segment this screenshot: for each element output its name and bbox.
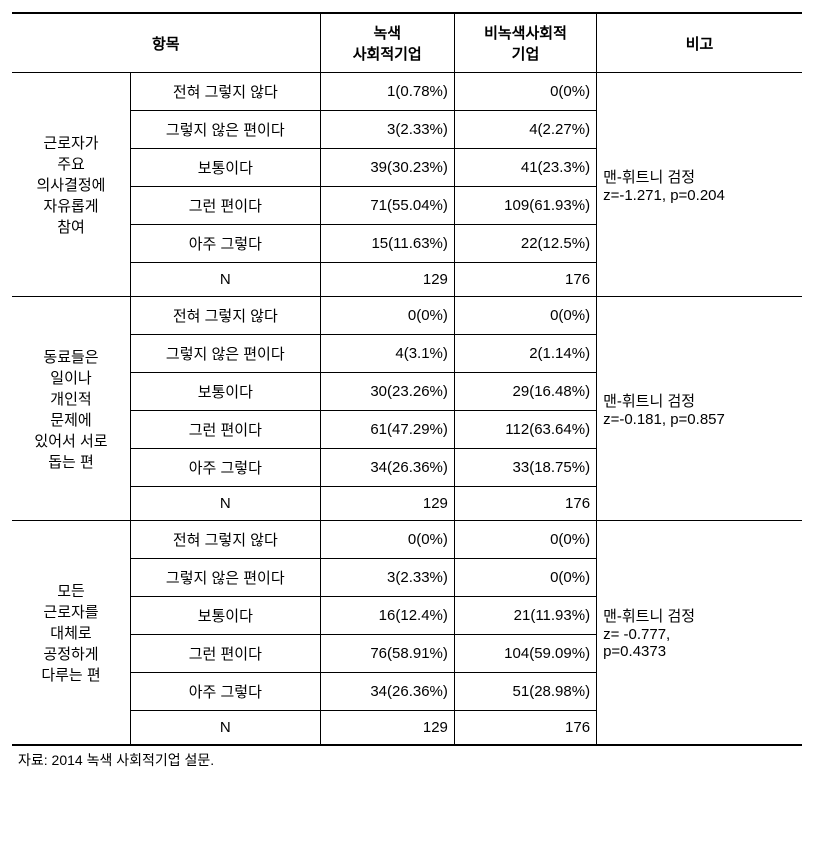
s2nn: 176 [454, 711, 596, 746]
opt1b: 전혀 그렇지 않다 [131, 297, 321, 335]
s1r3g: 30(23.26%) [320, 373, 454, 411]
opt2: 그렇지 않은 편이다 [131, 111, 321, 149]
hdr-nongreen: 비녹색사회적 기업 [454, 13, 596, 73]
s0r5n: 22(12.5%) [454, 225, 596, 263]
s1r1n: 0(0%) [454, 297, 596, 335]
optN: N [131, 263, 321, 297]
s0r5g: 15(11.63%) [320, 225, 454, 263]
s2ng: 129 [320, 711, 454, 746]
opt4: 그런 편이다 [131, 187, 321, 225]
s1r5n: 33(18.75%) [454, 449, 596, 487]
cat-1: 동료들은 일이나 개인적 문제에 있어서 서로 돕는 편 [12, 297, 131, 521]
opt3b: 보통이다 [131, 373, 321, 411]
footnote: 자료: 2014 녹색 사회적기업 설문. [12, 750, 802, 770]
s0r2g: 3(2.33%) [320, 111, 454, 149]
survey-table: 항목 녹색 사회적기업 비녹색사회적 기업 비고 근로자가 주요 의사결정에 자… [12, 12, 802, 746]
s1r1g: 0(0%) [320, 297, 454, 335]
opt5b: 아주 그렇다 [131, 449, 321, 487]
s2r1g: 0(0%) [320, 521, 454, 559]
s0r2n: 4(2.27%) [454, 111, 596, 149]
opt4c: 그런 편이다 [131, 635, 321, 673]
s0r1n: 0(0%) [454, 73, 596, 111]
note-2: 맨-휘트니 검정 z= -0.777, p=0.4373 [597, 521, 802, 746]
opt5c: 아주 그렇다 [131, 673, 321, 711]
optNb: N [131, 487, 321, 521]
s1ng: 129 [320, 487, 454, 521]
opt2c: 그렇지 않은 편이다 [131, 559, 321, 597]
s2r3g: 16(12.4%) [320, 597, 454, 635]
s2r2n: 0(0%) [454, 559, 596, 597]
s2r1n: 0(0%) [454, 521, 596, 559]
s2r4g: 76(58.91%) [320, 635, 454, 673]
s1r2n: 2(1.14%) [454, 335, 596, 373]
note-0: 맨-휘트니 검정 z=-1.271, p=0.204 [597, 73, 802, 297]
s1r4n: 112(63.64%) [454, 411, 596, 449]
hdr-note: 비고 [597, 13, 802, 73]
s0r3g: 39(30.23%) [320, 149, 454, 187]
s0r1g: 1(0.78%) [320, 73, 454, 111]
opt2b: 그렇지 않은 편이다 [131, 335, 321, 373]
hdr-green: 녹색 사회적기업 [320, 13, 454, 73]
s2r2g: 3(2.33%) [320, 559, 454, 597]
hdr-item: 항목 [12, 13, 320, 73]
opt1: 전혀 그렇지 않다 [131, 73, 321, 111]
opt3: 보통이다 [131, 149, 321, 187]
s2r4n: 104(59.09%) [454, 635, 596, 673]
opt3c: 보통이다 [131, 597, 321, 635]
s2r5n: 51(28.98%) [454, 673, 596, 711]
opt4b: 그런 편이다 [131, 411, 321, 449]
s1r2g: 4(3.1%) [320, 335, 454, 373]
s2r3n: 21(11.93%) [454, 597, 596, 635]
s0r4g: 71(55.04%) [320, 187, 454, 225]
s2r5g: 34(26.36%) [320, 673, 454, 711]
cat-0: 근로자가 주요 의사결정에 자유롭게 참여 [12, 73, 131, 297]
cat-2: 모든 근로자를 대체로 공정하게 다루는 편 [12, 521, 131, 746]
s0ng: 129 [320, 263, 454, 297]
s0r3n: 41(23.3%) [454, 149, 596, 187]
s0r4n: 109(61.93%) [454, 187, 596, 225]
note-1: 맨-휘트니 검정 z=-0.181, p=0.857 [597, 297, 802, 521]
s1r5g: 34(26.36%) [320, 449, 454, 487]
opt5: 아주 그렇다 [131, 225, 321, 263]
s1r4g: 61(47.29%) [320, 411, 454, 449]
opt1c: 전혀 그렇지 않다 [131, 521, 321, 559]
s1nn: 176 [454, 487, 596, 521]
s0nn: 176 [454, 263, 596, 297]
s1r3n: 29(16.48%) [454, 373, 596, 411]
optNc: N [131, 711, 321, 746]
